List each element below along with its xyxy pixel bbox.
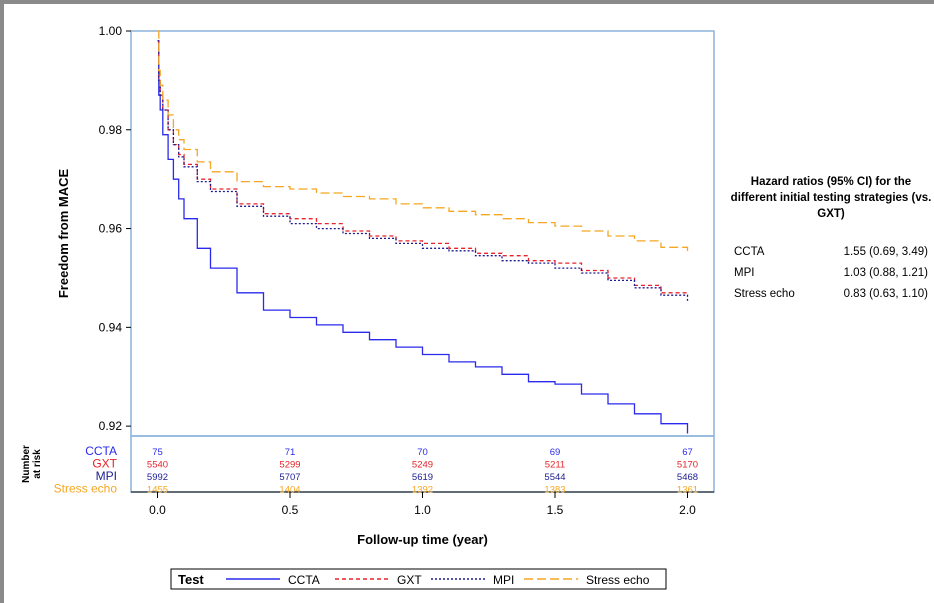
- hazard-ratio-row: MPI 1.03 (0.88, 1.21): [728, 262, 934, 283]
- y-axis-label: Freedom from MACE: [56, 169, 71, 299]
- risk-row-label: MPI: [96, 469, 117, 483]
- risk-count: 71: [285, 447, 296, 458]
- x-tick-label: 0.5: [282, 503, 299, 517]
- x-tick-label: 1.0: [414, 503, 431, 517]
- x-tick-label: 2.0: [679, 503, 696, 517]
- y-tick-label: 0.96: [99, 222, 123, 236]
- risk-count: 70: [417, 447, 428, 458]
- risk-row-label: CCTA: [85, 444, 117, 458]
- risk-table-title: Number: [21, 445, 32, 483]
- risk-count: 5992: [147, 472, 168, 483]
- hazard-ratio-value: 1.03 (0.88, 1.21): [843, 266, 928, 279]
- legend-box: [170, 568, 667, 590]
- risk-count: 5544: [544, 472, 565, 483]
- plot-axes: 1.00 0.98 0.96 0.94 0.92 Freedom from MACE 0.0…: [56, 24, 715, 547]
- hazard-ratio-row: CCTA 1.55 (0.69, 3.49): [728, 241, 934, 262]
- survival-curve-mpi: [157, 40, 689, 303]
- risk-count: 5299: [279, 460, 300, 471]
- risk-count: 5170: [677, 460, 698, 471]
- hazard-ratio-test: CCTA: [734, 245, 765, 258]
- risk-count: 1383: [544, 485, 565, 496]
- risk-row-label: GXT: [92, 457, 117, 471]
- x-tick-label: 0.0: [149, 503, 166, 517]
- risk-count: 67: [682, 447, 693, 458]
- risk-count: 69: [550, 447, 561, 458]
- hazard-ratio-row: Stress echo 0.83 (0.63, 1.10): [728, 283, 934, 304]
- hazard-ratio-title: Hazard ratios (95% CI) for the different…: [730, 176, 932, 220]
- plot-frame: [130, 30, 715, 437]
- risk-count: 5619: [412, 472, 433, 483]
- y-tick-label: 0.98: [99, 123, 123, 137]
- risk-count: 5707: [279, 472, 300, 483]
- x-axis-label: Follow-up time (year): [357, 532, 488, 547]
- risk-count: 5540: [147, 460, 168, 471]
- survival-curves: [157, 30, 689, 434]
- survival-curve-ccta: [157, 40, 689, 434]
- risk-count: 5468: [677, 472, 698, 483]
- y-tick-label: 0.92: [99, 419, 123, 433]
- survival-curve-gxt: [157, 40, 689, 296]
- hazard-ratio-test: MPI: [734, 266, 755, 279]
- risk-count: 75: [152, 447, 163, 458]
- hazard-ratio-test: Stress echo: [734, 287, 795, 300]
- legend: Test CCTA GXT MPI Stress echo: [170, 568, 667, 590]
- risk-count: 1404: [279, 485, 300, 496]
- risk-count: 5211: [545, 460, 565, 471]
- risk-count: 1361: [677, 485, 698, 496]
- hazard-ratio-value: 1.55 (0.69, 3.49): [843, 245, 928, 258]
- risk-table: Number at risk CCTA 75 71 70 69 67 GXT 5540 5299 52…: [21, 444, 698, 496]
- legend-title: Test: [178, 572, 204, 587]
- legend-label: MPI: [493, 573, 514, 587]
- risk-count: 1392: [412, 485, 433, 496]
- y-tick-label: 0.94: [99, 320, 123, 334]
- legend-label: GXT: [397, 573, 422, 587]
- risk-row-label: Stress echo: [54, 482, 118, 496]
- legend-label: Stress echo: [586, 573, 650, 587]
- survival-curve-stress-echo: [157, 30, 689, 254]
- hazard-ratio-panel: Hazard ratios (95% CI) for the different…: [728, 174, 934, 304]
- risk-count: 5249: [412, 460, 433, 471]
- risk-count: 1455: [147, 485, 168, 496]
- x-tick-label: 1.5: [547, 503, 564, 517]
- legend-label: CCTA: [288, 573, 320, 587]
- y-tick-label: 1.00: [99, 24, 123, 38]
- risk-table-title: at risk: [32, 449, 43, 479]
- hazard-ratio-value: 0.83 (0.63, 1.10): [843, 287, 928, 300]
